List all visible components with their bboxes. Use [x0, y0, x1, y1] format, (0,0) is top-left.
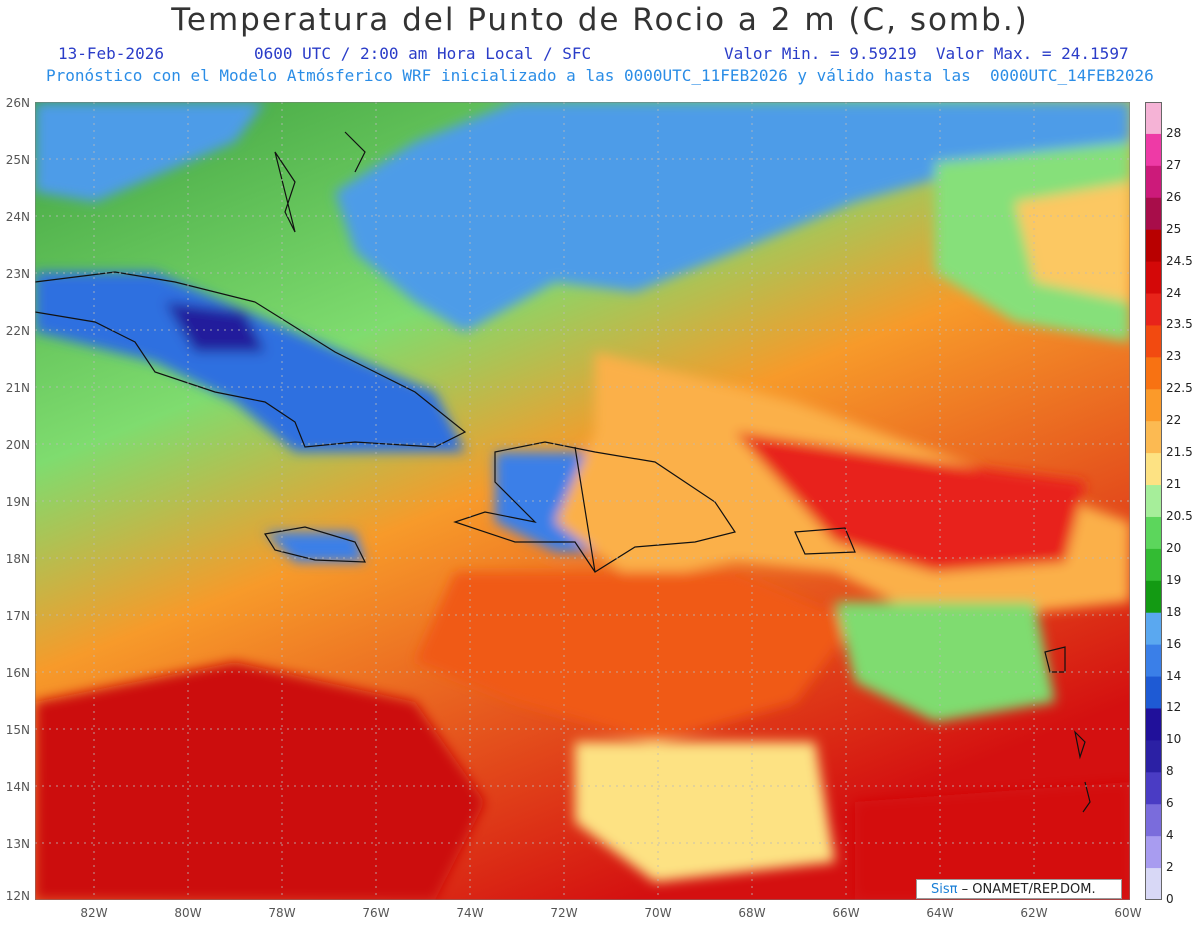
colorbar-swatch: [1145, 453, 1162, 486]
colorbar-label: 21: [1166, 477, 1182, 492]
lat-label: 12N: [5, 889, 30, 903]
colorbar-swatch: [1145, 580, 1162, 614]
colorbar-swatch: [1145, 644, 1162, 678]
credit-text: – ONAMET/REP.DOM.: [957, 882, 1096, 897]
lat-label: 22N: [5, 324, 30, 338]
credit-brand: Sisπ: [931, 882, 958, 897]
colorbar-swatch: [1145, 868, 1162, 900]
colorbar-swatch: [1145, 293, 1162, 326]
lat-label: 14N: [5, 780, 30, 794]
colorbar-label: 19: [1166, 572, 1182, 587]
value-range: Valor Min. = 9.59219 Valor Max. = 24.159…: [724, 44, 1129, 63]
colorbar-label: 23: [1166, 349, 1182, 364]
lon-label: 66W: [832, 906, 860, 920]
credit-box: Sisπ – ONAMET/REP.DOM.: [916, 879, 1122, 899]
colorbar-label: 22: [1166, 413, 1182, 428]
lon-label: 64W: [926, 906, 954, 920]
lon-label: 74W: [456, 906, 484, 920]
colorbar-label: 24.5: [1166, 253, 1193, 268]
colorbar-swatch: [1145, 516, 1162, 550]
colorbar-swatch: [1145, 133, 1162, 167]
lat-label: 15N: [5, 723, 30, 737]
colorbar-swatch: [1145, 325, 1162, 358]
colorbar-swatch: [1145, 548, 1162, 582]
lon-label: 68W: [738, 906, 766, 920]
colorbar-swatch: [1145, 197, 1162, 231]
lat-label: 21N: [5, 381, 30, 395]
lon-label: 72W: [550, 906, 578, 920]
lon-label: 70W: [644, 906, 672, 920]
colorbar-label: 2: [1166, 860, 1174, 875]
lon-label: 78W: [268, 906, 296, 920]
lat-label: 18N: [5, 552, 30, 566]
colorbar-label: 24: [1166, 285, 1182, 300]
colorbar-swatch: [1145, 612, 1162, 646]
colorbar-label: 14: [1166, 668, 1182, 683]
map-title: Temperatura del Punto de Rocio a 2 m (C,…: [171, 2, 1029, 38]
lat-label: 17N: [5, 609, 30, 623]
colorbar-label: 6: [1166, 796, 1174, 811]
gridlines: [35, 102, 1130, 900]
colorbar-swatch: [1145, 740, 1162, 773]
forecast-date: 13-Feb-2026: [58, 44, 164, 63]
colorbar-swatch: [1145, 836, 1162, 869]
lon-label: 60W: [1114, 906, 1142, 920]
colorbar-label: 8: [1166, 764, 1174, 779]
colorbar-swatch: [1145, 389, 1162, 422]
colorbar-swatch: [1145, 165, 1162, 199]
colorbar-label: 26: [1166, 189, 1182, 204]
colorbar: [1145, 102, 1162, 900]
lat-label: 16N: [5, 666, 30, 680]
shading-layers: [35, 102, 1130, 900]
colorbar-swatch: [1145, 804, 1162, 837]
dewpoint-map: [35, 102, 1130, 900]
colorbar-label: 0: [1166, 892, 1174, 906]
colorbar-label: 20: [1166, 540, 1182, 555]
colorbar-label: 4: [1166, 828, 1174, 843]
coastlines: [35, 131, 1091, 813]
colorbar-swatch: [1145, 357, 1162, 390]
colorbar-swatch: [1145, 708, 1162, 741]
colorbar-label: 21.5: [1166, 445, 1193, 460]
lat-label: 19N: [5, 495, 30, 509]
colorbar-label: 23.5: [1166, 317, 1193, 332]
colorbar-swatch: [1145, 102, 1162, 135]
colorbar-label: 20.5: [1166, 508, 1193, 523]
colorbar-swatch: [1145, 261, 1162, 295]
colorbar-label: 12: [1166, 700, 1182, 715]
lon-label: 80W: [174, 906, 202, 920]
colorbar-swatch: [1145, 421, 1162, 454]
colorbar-swatch: [1145, 485, 1162, 518]
colorbar-label: 25: [1166, 221, 1182, 236]
lat-label: 26N: [5, 96, 30, 110]
forecast-info: Pronóstico con el Modelo Atmósferico WRF…: [46, 66, 1154, 85]
lon-label: 62W: [1020, 906, 1048, 920]
colorbar-label: 28: [1166, 125, 1182, 140]
colorbar-label: 10: [1166, 732, 1182, 747]
colorbar-label: 18: [1166, 604, 1182, 619]
lon-label: 76W: [362, 906, 390, 920]
lon-label: 82W: [80, 906, 108, 920]
lat-label: 13N: [5, 837, 30, 851]
lat-label: 20N: [5, 438, 30, 452]
lat-label: 23N: [5, 267, 30, 281]
forecast-time: 0600 UTC / 2:00 am Hora Local / SFC: [254, 44, 592, 63]
colorbar-label: 27: [1166, 157, 1182, 172]
colorbar-swatch: [1145, 772, 1162, 805]
colorbar-swatch: [1145, 676, 1162, 709]
colorbar-swatch: [1145, 229, 1162, 263]
colorbar-label: 16: [1166, 636, 1182, 651]
lat-label: 24N: [5, 210, 30, 224]
colorbar-label: 22.5: [1166, 381, 1193, 396]
lat-label: 25N: [5, 153, 30, 167]
